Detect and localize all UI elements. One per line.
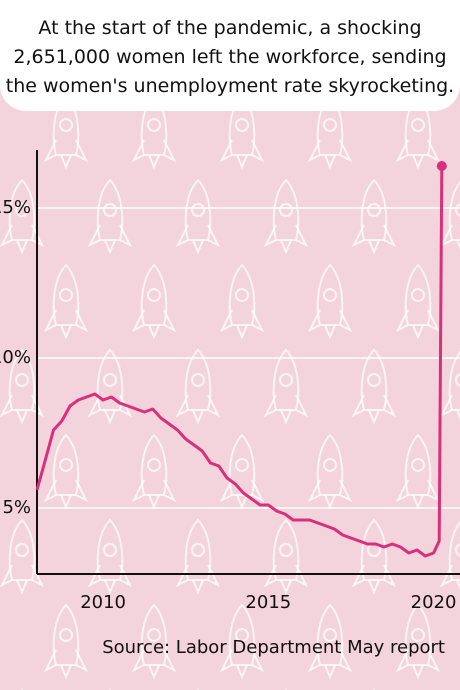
- end-marker: [436, 161, 447, 171]
- y-tick-label: 5%: [2, 497, 31, 518]
- plot-area: 5% 10% 15% 2010 2015 2020: [0, 150, 460, 613]
- data-line: [35, 165, 444, 558]
- chart-title: At the start of the pandemic, a shocking…: [0, 0, 460, 111]
- x-tick-label: 2020: [411, 592, 457, 613]
- x-tick-label: 2010: [80, 592, 126, 613]
- y-tick-label: 15%: [0, 197, 31, 218]
- source-note: Source: Labor Department May report: [102, 637, 445, 658]
- y-tick-label: 10%: [0, 347, 31, 368]
- x-tick-label: 2015: [245, 592, 291, 613]
